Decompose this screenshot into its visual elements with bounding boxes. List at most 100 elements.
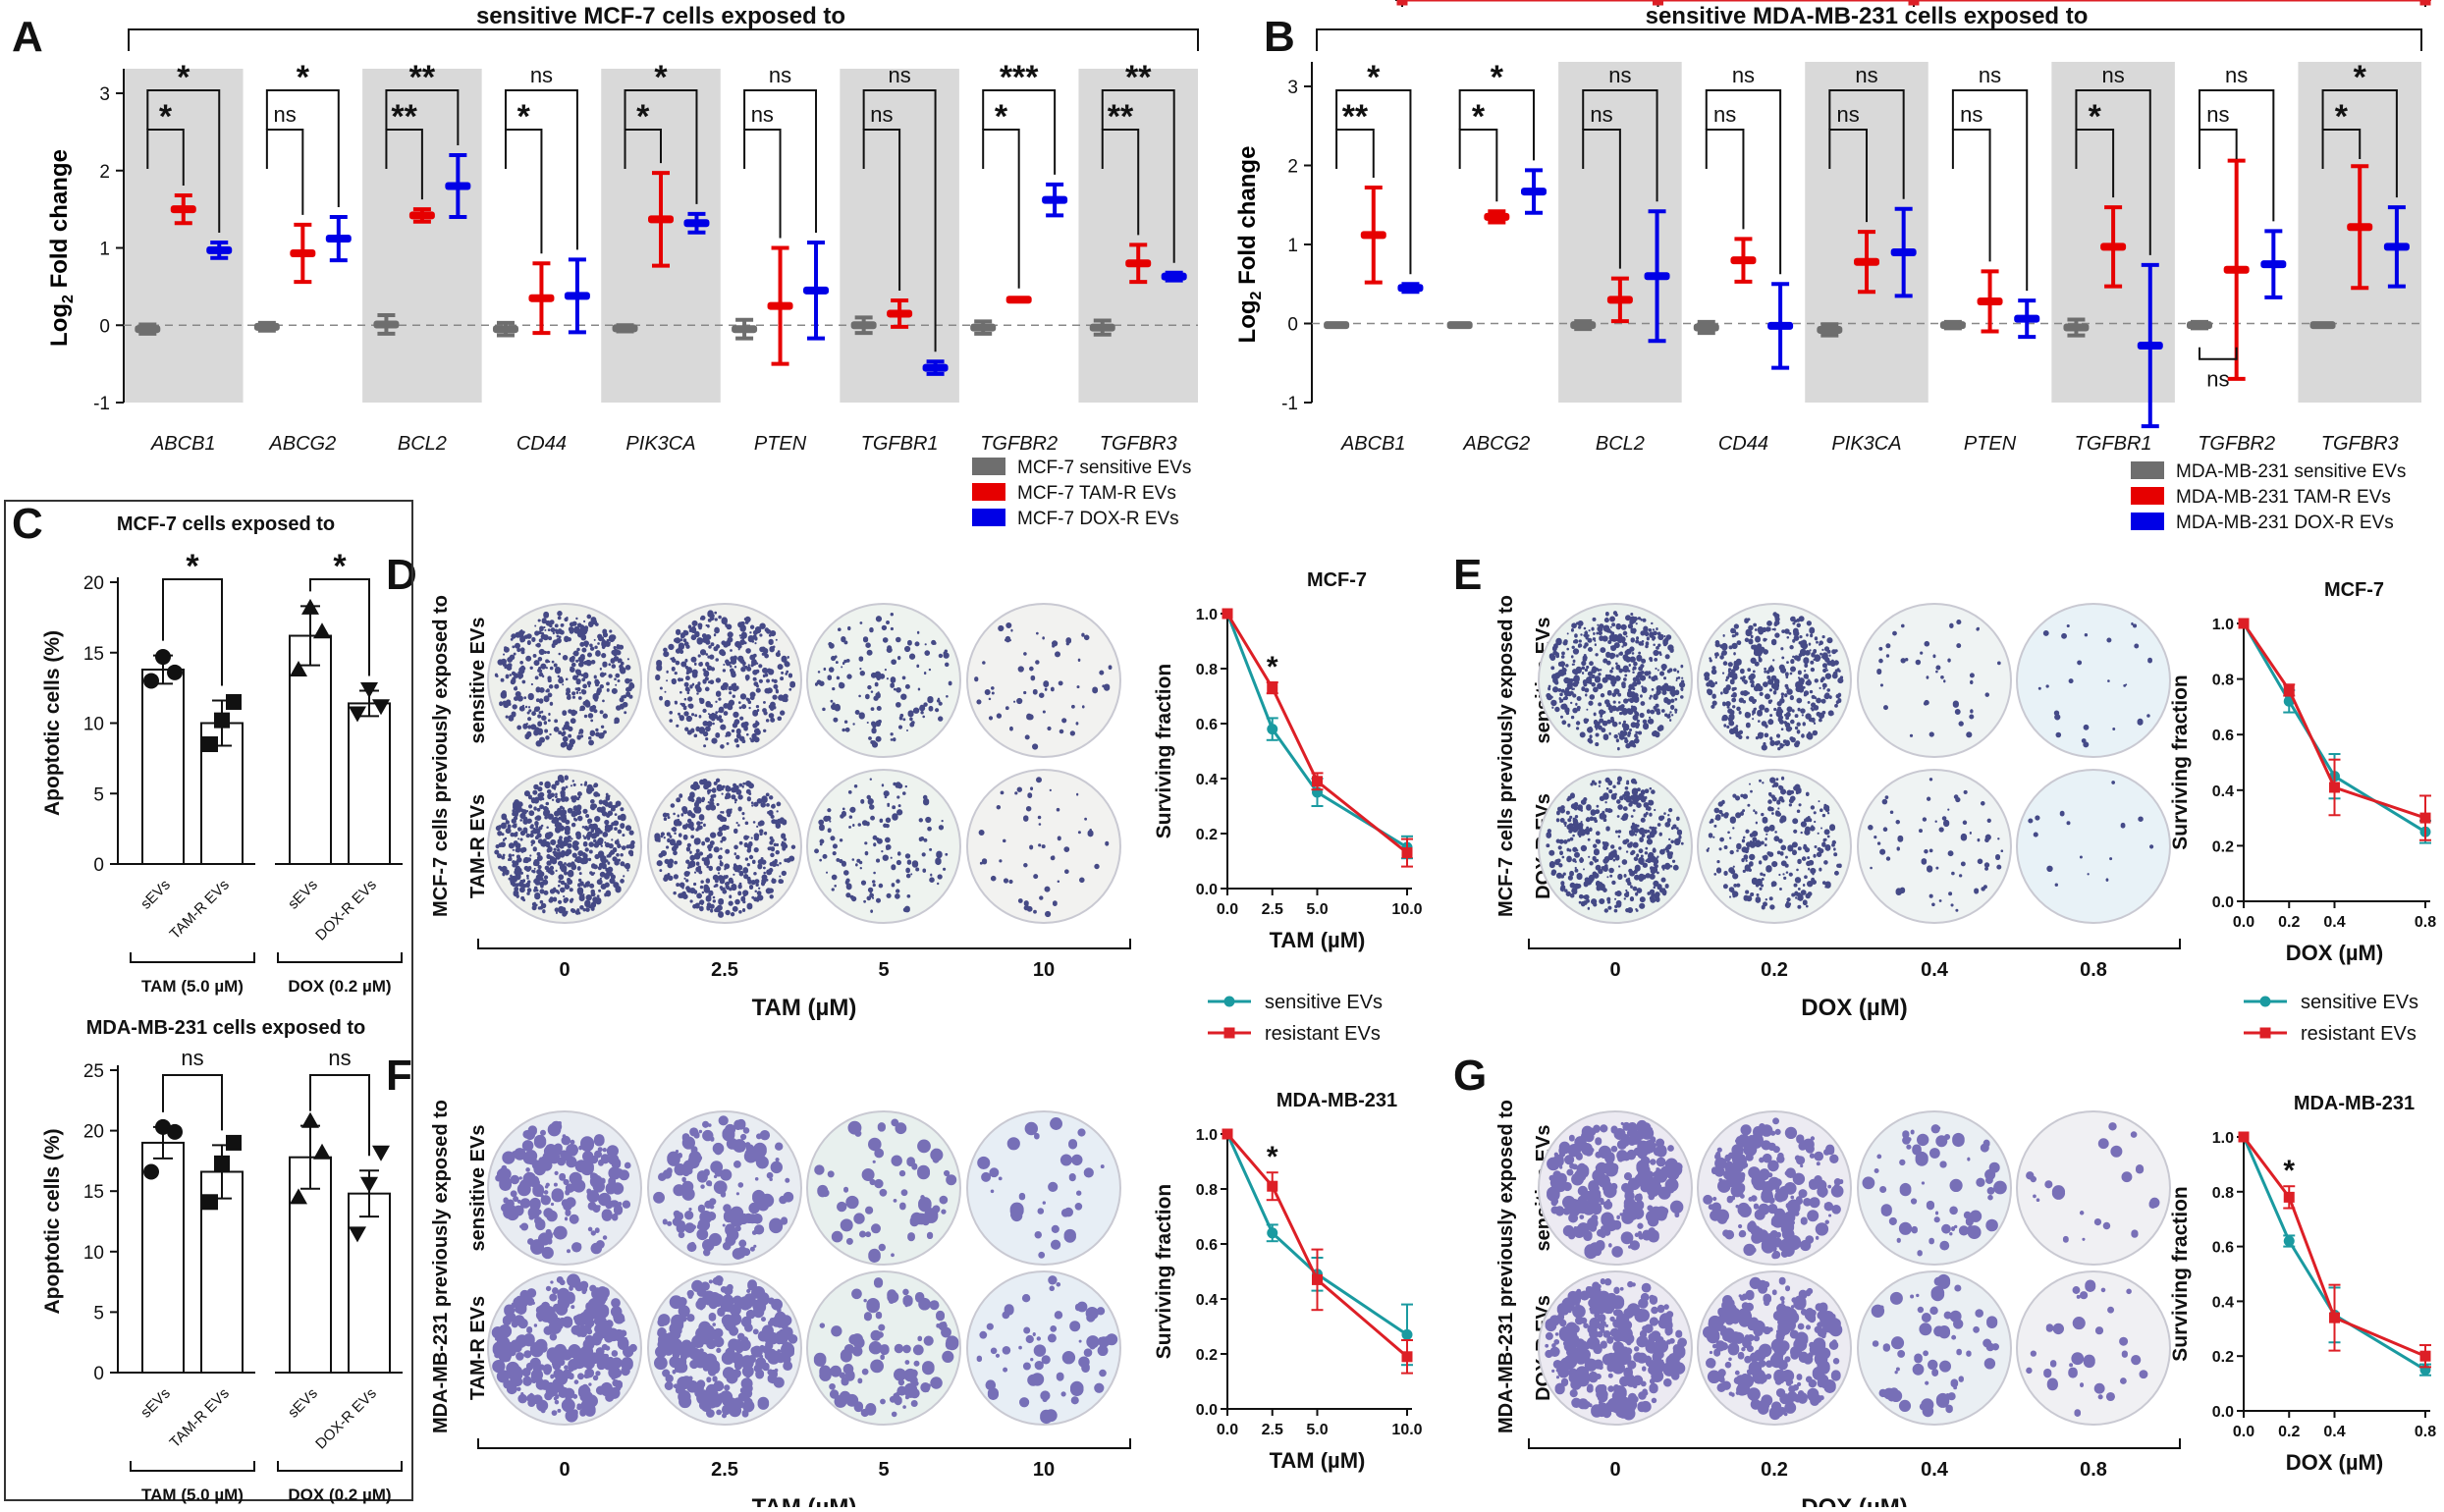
category-label: PIK3CA [625, 433, 695, 455]
sig-tamr-label: ns [1960, 102, 1982, 127]
data-point [1854, 257, 1879, 266]
data-point [2283, 684, 2295, 696]
header-bracket [128, 28, 1199, 51]
y-tick-label: 0.4 [1196, 1292, 1218, 1309]
sig-doxr-bracket [2075, 89, 2151, 255]
data-point [313, 622, 331, 639]
culture-plate [2016, 769, 2171, 924]
data-point [2187, 321, 2212, 330]
sig-doxr-label: * [1491, 59, 1504, 96]
y-tick-label: 0 [93, 1364, 104, 1384]
data-point [206, 245, 233, 254]
panel-letter-A: A [12, 13, 43, 61]
colony-dots [654, 778, 796, 918]
culture-plate [2016, 603, 2171, 758]
x-axis-label: DOX (µM) [2286, 1450, 2383, 1475]
series-line [2242, 1136, 2426, 1372]
y-tick-label: 3 [99, 84, 110, 105]
data-point [648, 215, 674, 224]
culture-plate [966, 1110, 1121, 1266]
sig-doxr-bracket [146, 89, 221, 233]
data-point [1939, 321, 1966, 330]
sig-doxr-bracket [385, 89, 460, 145]
data-point [767, 301, 793, 310]
sig-between-label: ns [2206, 367, 2229, 392]
shaded-band [1078, 69, 1198, 403]
data-point [1890, 248, 1917, 257]
data-point [290, 660, 307, 676]
panel-letter-F: F [386, 1052, 412, 1100]
sig-doxr-bracket [1951, 89, 2029, 292]
y-tick-label: 2 [1287, 157, 1298, 178]
dose-label: 10 [1033, 1459, 1055, 1481]
colony-dots [813, 1277, 959, 1418]
colony-dots [653, 1115, 794, 1260]
colony-dots [976, 1275, 1118, 1425]
sig-doxr-label: * [1367, 59, 1381, 96]
category-label: ABCG2 [1462, 433, 1530, 455]
sig-doxr-label: ** [409, 59, 436, 96]
sig-tamr-bracket [1458, 129, 1498, 202]
colony-dots [814, 613, 952, 748]
data-point [1401, 847, 1413, 859]
x-tick-label: 0.0 [2233, 1424, 2254, 1440]
sig-tamr-label: * [517, 98, 531, 135]
data-point [2223, 265, 2250, 274]
x-axis-label: TAM (µM) [1270, 928, 1366, 952]
y-axis-label-main: Log [46, 303, 73, 347]
x-tick-label: 10.0 [1391, 901, 1422, 918]
data-point [1401, 1328, 1413, 1340]
data-point [1267, 1180, 1278, 1192]
sig-doxr-bracket [1582, 89, 1658, 202]
dose-label: 5 [878, 959, 889, 981]
colony-dots [814, 778, 949, 913]
y-tick-label: 0.2 [1196, 1347, 1218, 1364]
data-point [143, 1163, 159, 1180]
data-point [1521, 188, 1547, 196]
data-point [2329, 782, 2340, 793]
y-axis-label-tail: Fold change [46, 149, 73, 295]
x-axis-label: DOX (µM) [2286, 941, 2383, 965]
data-point [2383, 243, 2410, 251]
y-tick-label: 1 [1287, 236, 1298, 256]
colony-dots [1546, 776, 1684, 913]
data-point [887, 309, 913, 318]
colony-dots [1704, 612, 1844, 751]
y-tick-label: 20 [83, 573, 104, 594]
sig-tamr-label: ns [1713, 102, 1736, 127]
sig-tamr-label: ** [1342, 98, 1369, 135]
y-tick-label: 0.2 [2212, 838, 2234, 855]
data-point [612, 324, 638, 333]
data-point [2283, 1191, 2295, 1203]
sig-doxr-bracket [1828, 89, 1905, 199]
legend-swatch [972, 483, 1005, 501]
sig-doxr-bracket [862, 89, 937, 352]
category-label: ABCB1 [150, 433, 216, 455]
side-label: MCF-7 cells previously exposed to [430, 595, 452, 917]
colony-dots [654, 1275, 798, 1419]
category-label: TGFBR1 [861, 433, 939, 455]
y-tick-label: 0 [1287, 315, 1298, 336]
sig-tamr-bracket [2321, 129, 2362, 169]
sig-doxr-label: * [177, 59, 190, 96]
sig-doxr-label: ns [2101, 63, 2124, 87]
sig-tamr-label: ns [2206, 102, 2229, 127]
y-axis-label: Apoptotic cells (%) [41, 1128, 64, 1314]
shaded-band [362, 69, 482, 403]
data-point [170, 205, 196, 214]
category-label: CD44 [516, 433, 567, 455]
y-tick-label: 0.8 [2212, 673, 2234, 689]
data-point [1570, 321, 1597, 330]
category-label: BCL2 [1596, 433, 1645, 455]
legend-label: sensitive EVs [1265, 992, 1383, 1013]
dose-label: 0 [559, 1459, 570, 1481]
sig-tamr-label: ns [751, 102, 774, 127]
sig-tamr-bracket [504, 129, 543, 254]
data-point [1730, 256, 1757, 265]
dose-label: 2.5 [711, 1459, 738, 1481]
x-tick-label: 0.0 [2233, 914, 2254, 931]
sig-tamr-label: * [2089, 98, 2102, 135]
y-axis-label-tail: Fold change [1234, 146, 1261, 292]
y-tick-label: 0.6 [2212, 1240, 2234, 1257]
